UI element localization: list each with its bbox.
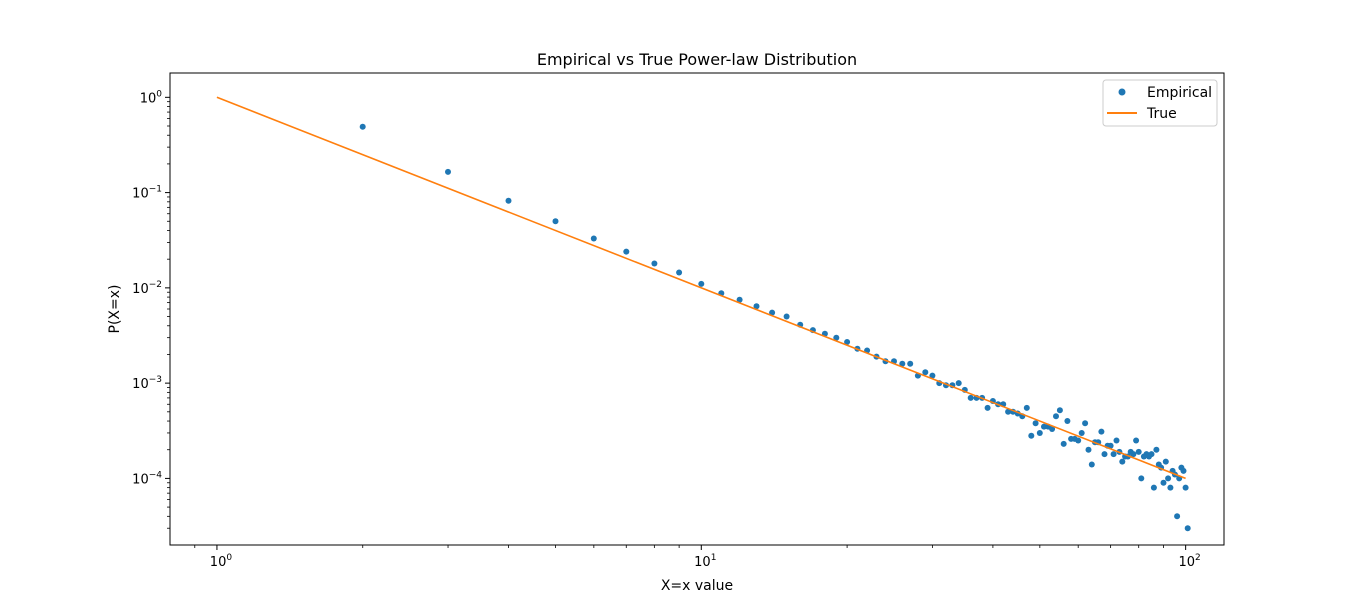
legend-label-empirical: Empirical — [1147, 85, 1212, 101]
y-tick-label-2: 10−2 — [132, 280, 162, 297]
data-point-empirical-27 — [922, 369, 929, 376]
data-point-empirical-68 — [1107, 442, 1114, 449]
data-point-empirical-89 — [1162, 458, 1169, 465]
data-point-empirical-10 — [736, 296, 743, 303]
data-point-empirical-83 — [1148, 451, 1155, 458]
data-point-empirical-45 — [1023, 404, 1030, 411]
data-point-empirical-49 — [1041, 423, 1047, 430]
data-point-empirical-51 — [1049, 426, 1056, 432]
x-axis-label: X=x value — [661, 578, 733, 594]
data-point-empirical-90 — [1165, 475, 1172, 482]
data-point-empirical-62 — [1088, 461, 1095, 468]
y-tick-label-1: 10−1 — [132, 185, 162, 202]
data-point-empirical-88 — [1160, 479, 1167, 486]
data-point-empirical-65 — [1098, 428, 1105, 435]
data-point-empirical-5 — [623, 248, 630, 255]
data-point-empirical-59 — [1078, 430, 1085, 436]
data-point-empirical-13 — [783, 313, 790, 320]
data-point-empirical-6 — [651, 260, 658, 267]
data-point-empirical-7 — [676, 269, 683, 276]
data-point-empirical-98 — [1182, 484, 1189, 491]
legend-label-true: True — [1146, 106, 1177, 122]
y-tick-label-4: 10−4 — [132, 470, 162, 487]
data-point-empirical-17 — [833, 334, 840, 341]
data-point-empirical-41 — [1005, 408, 1012, 415]
legend-frame — [1102, 79, 1218, 127]
data-point-empirical-77 — [1133, 437, 1140, 444]
y-axis-label: P(X=x) — [107, 285, 123, 334]
data-point-empirical-97 — [1180, 467, 1187, 474]
chart-title: Empirical vs True Power-law Distribution — [537, 50, 857, 69]
data-point-empirical-79 — [1138, 475, 1145, 482]
data-point-empirical-18 — [844, 339, 851, 345]
data-point-empirical-85 — [1153, 446, 1160, 453]
y-axis-ticks: 100 10−1 10−2 10−3 10−4 — [132, 89, 170, 529]
y-tick-label-0: 100 — [140, 89, 163, 106]
x-tick-label-1: 101 — [694, 553, 716, 570]
data-point-empirical-94 — [1174, 513, 1181, 520]
x-axis-ticks: 100 101 102 — [194, 545, 1201, 570]
marks-layer — [216, 96, 1191, 532]
data-point-empirical-25 — [907, 360, 914, 367]
data-point-empirical-28 — [929, 372, 936, 379]
data-point-empirical-60 — [1082, 420, 1089, 427]
data-point-empirical-8 — [698, 280, 705, 287]
data-point-empirical-91 — [1167, 484, 1174, 491]
series-line-true — [216, 96, 1186, 480]
data-point-empirical-46 — [1028, 432, 1035, 439]
x-tick-label-0: 100 — [210, 553, 233, 570]
data-point-empirical-1 — [445, 168, 451, 175]
data-point-empirical-37 — [984, 404, 991, 411]
data-point-empirical-72 — [1119, 458, 1126, 465]
data-point-empirical-12 — [769, 309, 776, 316]
data-point-empirical-52 — [1053, 413, 1059, 420]
data-point-empirical-34 — [967, 394, 974, 401]
data-point-empirical-76 — [1130, 451, 1137, 458]
data-point-empirical-3 — [552, 218, 559, 225]
data-point-empirical-99 — [1184, 525, 1191, 532]
data-point-empirical-84 — [1150, 484, 1157, 491]
legend-marker-empirical — [1118, 88, 1126, 96]
data-point-empirical-48 — [1036, 430, 1043, 436]
data-point-empirical-4 — [590, 235, 597, 242]
data-point-empirical-55 — [1064, 418, 1071, 424]
data-point-empirical-66 — [1101, 451, 1108, 458]
data-point-empirical-32 — [955, 380, 962, 387]
data-point-empirical-24 — [899, 360, 906, 367]
data-point-empirical-78 — [1135, 448, 1142, 455]
data-point-empirical-47 — [1032, 420, 1039, 427]
data-point-empirical-0 — [359, 123, 366, 130]
data-point-empirical-11 — [753, 303, 760, 310]
data-point-empirical-70 — [1113, 437, 1120, 444]
data-point-empirical-2 — [505, 197, 512, 204]
data-point-empirical-58 — [1075, 437, 1082, 444]
data-point-empirical-53 — [1056, 407, 1063, 414]
x-tick-label-2: 102 — [1179, 553, 1201, 570]
data-point-empirical-54 — [1060, 440, 1067, 447]
data-point-empirical-61 — [1085, 446, 1092, 453]
y-tick-label-3: 10−3 — [132, 375, 162, 392]
legend: Empirical True — [1102, 79, 1218, 127]
data-point-empirical-69 — [1110, 451, 1117, 458]
